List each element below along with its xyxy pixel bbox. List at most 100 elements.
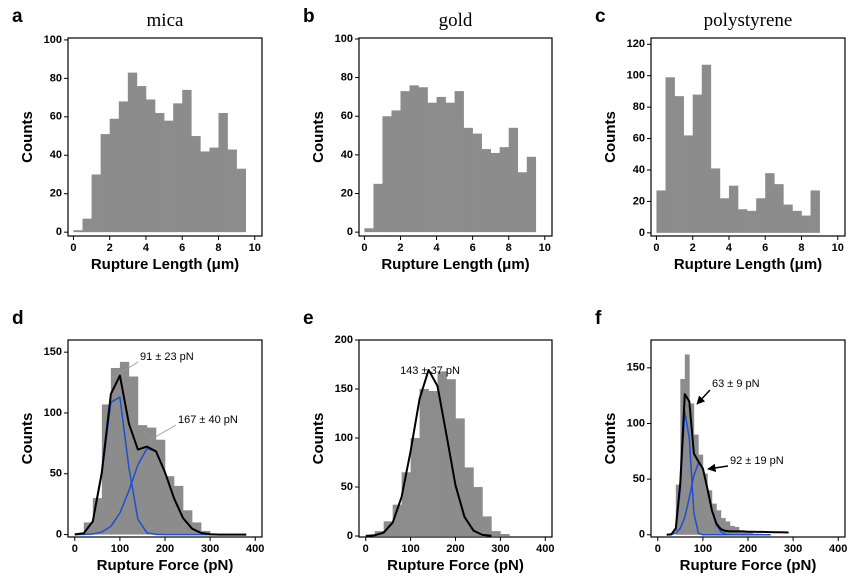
x-tick-label: 2 [690, 242, 696, 254]
y-tick-label: 40 [341, 149, 353, 161]
x-tick-label: 200 [739, 543, 757, 555]
y-tick-label: 150 [627, 362, 645, 374]
plot-frame [650, 37, 846, 237]
y-tick-label: 80 [341, 72, 353, 84]
panel: 0 100 200 300 400 0 50 100 150 Rupture Force (pN)… [12, 308, 264, 574]
bar [118, 101, 129, 233]
bar [192, 522, 202, 535]
x-axis-label: Rupture Force (pN) [387, 557, 524, 574]
bar [155, 112, 165, 233]
bar [173, 103, 183, 233]
panel-label: a [12, 6, 23, 27]
x-tick-label: 2 [397, 242, 403, 254]
bar [92, 498, 103, 535]
bar [164, 120, 174, 233]
x-axis-label: Rupture Length (μm) [674, 256, 822, 273]
y-tick-label: 40 [50, 149, 62, 161]
bar [508, 127, 519, 233]
panel: 0 100 200 300 400 0 50 100 150 Rupture Force (pN)… [595, 308, 847, 574]
y-tick-label: 0 [639, 529, 645, 541]
bar [783, 204, 793, 233]
bar [674, 96, 684, 233]
bar [482, 516, 492, 537]
bar [109, 118, 120, 233]
annotation-arrow [696, 389, 711, 405]
y-tick-label: 60 [341, 110, 353, 122]
panel-label: b [303, 6, 315, 27]
y-axis-label: Counts [602, 111, 619, 163]
fit-curve [365, 368, 492, 537]
x-tick-label: 0 [655, 543, 661, 555]
x-tick-label: 4 [143, 242, 150, 254]
panel-label: d [12, 308, 24, 329]
bar [91, 174, 101, 233]
bar [702, 473, 708, 535]
x-tick-label: 10 [249, 242, 261, 254]
x-tick-label: 6 [179, 242, 185, 254]
bar [127, 72, 138, 233]
bar [392, 504, 402, 537]
bar [738, 209, 748, 233]
bar [409, 85, 419, 233]
y-tick-label: 0 [56, 528, 62, 540]
bar [747, 210, 757, 233]
panel-label: f [595, 308, 602, 329]
panel-label: e [303, 308, 314, 329]
bar [693, 434, 699, 535]
x-axis-label: Rupture Length (μm) [381, 256, 529, 273]
x-tick-label: 0 [363, 543, 369, 555]
x-axis-label: Rupture Force (pN) [680, 557, 817, 574]
bar [765, 173, 775, 233]
x-tick-label: 300 [201, 543, 219, 555]
x-tick-label: 6 [470, 242, 476, 254]
bar [400, 91, 410, 233]
y-tick-label: 100 [627, 70, 645, 82]
bar [100, 134, 111, 233]
bar [454, 91, 464, 233]
bar [792, 210, 802, 233]
y-tick-label: 100 [627, 417, 645, 429]
bar [464, 467, 474, 537]
panel-title: mica [147, 10, 184, 31]
x-tick-label: 4 [726, 242, 733, 254]
annotation: 91 ± 23 pN [140, 351, 194, 363]
bar [500, 534, 510, 537]
y-tick-label: 200 [335, 334, 353, 346]
x-tick-label: 300 [784, 543, 802, 555]
bar [707, 490, 713, 535]
x-tick-label: 0 [72, 543, 78, 555]
x-tick-label: 300 [491, 543, 509, 555]
annotation: 92 ± 19 pN [730, 455, 784, 467]
bar [743, 531, 749, 535]
bar [738, 530, 744, 535]
y-tick-label: 0 [56, 226, 62, 238]
y-axis-label: Counts [310, 111, 327, 163]
bar [517, 172, 528, 233]
bar [119, 361, 130, 535]
bar [728, 185, 739, 233]
x-tick-label: 200 [156, 543, 174, 555]
x-tick-label: 400 [246, 543, 264, 555]
x-tick-label: 4 [433, 242, 440, 254]
bar [209, 147, 219, 233]
bar [136, 86, 147, 233]
bar [455, 418, 465, 537]
x-tick-label: 0 [653, 242, 659, 254]
x-tick-label: 8 [506, 242, 512, 254]
panel: 0 100 200 300 400 0 50 100 150 200 Rupture Force (… [303, 308, 554, 574]
bar [364, 228, 374, 233]
y-tick-label: 0 [347, 226, 353, 238]
bar [137, 425, 148, 535]
y-tick-label: 50 [633, 473, 645, 485]
bar [719, 198, 730, 233]
bar [191, 136, 201, 233]
panel-title: gold [439, 10, 473, 31]
x-tick-label: 400 [829, 543, 847, 555]
plot-frame [358, 37, 553, 237]
bar [73, 230, 83, 233]
bar [391, 110, 401, 233]
bar [801, 215, 811, 233]
y-tick-label: 120 [627, 38, 645, 50]
